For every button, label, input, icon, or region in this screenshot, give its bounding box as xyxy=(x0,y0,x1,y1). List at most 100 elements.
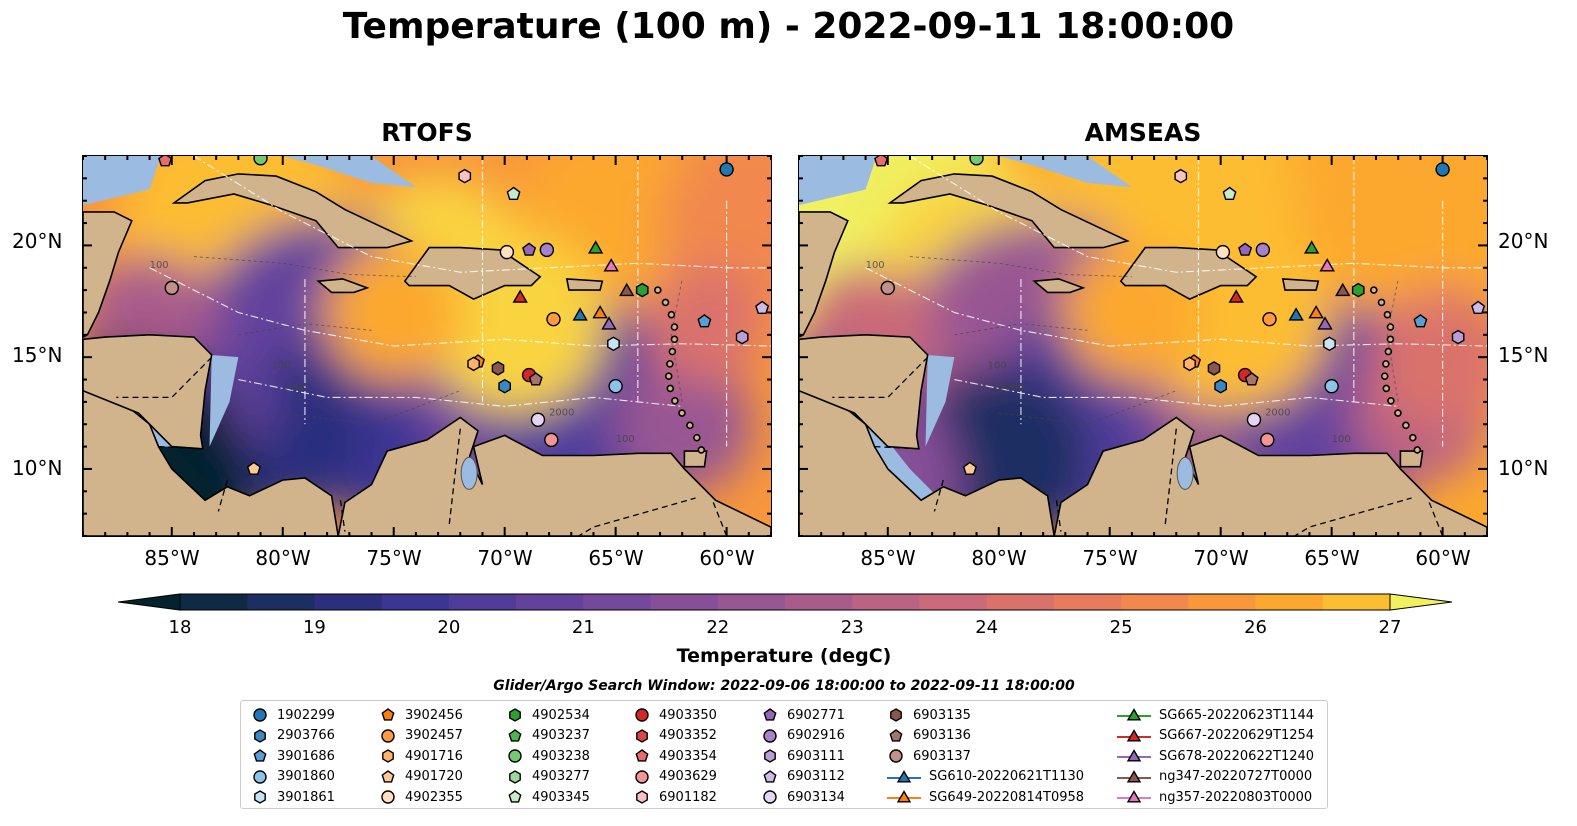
colorbar-tick-label: 21 xyxy=(571,617,595,638)
hexagon-marker-icon xyxy=(636,728,648,743)
legend-item-label: 4903629 xyxy=(659,769,717,785)
obs-marker-6902916 xyxy=(539,242,555,258)
legend-item: ng347-20220727T0000 xyxy=(1117,767,1312,787)
obs-marker-3901860 xyxy=(1324,379,1339,394)
obs-marker-6903137 xyxy=(880,280,895,296)
obs-marker-4902534 xyxy=(635,282,649,298)
legend-item: 4903238 xyxy=(506,746,590,766)
obs-marker-6903112 xyxy=(1471,300,1486,315)
colorbar-cell xyxy=(381,594,450,610)
colorbar-extend-high xyxy=(1389,593,1452,611)
obs-marker-3901686 xyxy=(1413,314,1428,328)
colorbar-tick-label: 26 xyxy=(1244,617,1267,638)
triangle-marker-icon xyxy=(1117,749,1151,762)
legend-item: 3902456 xyxy=(379,705,463,725)
legend-item: 4903352 xyxy=(633,726,717,746)
pentagon-marker-icon xyxy=(508,790,522,803)
obs-marker-sg610-20220621t1130 xyxy=(572,307,588,321)
lon-label-amseas-80w: 80°W xyxy=(971,546,1027,570)
circle-marker-icon xyxy=(889,749,903,763)
legend-item-label: 6902771 xyxy=(787,707,845,723)
legend-item-label: 6903111 xyxy=(787,748,845,764)
legend-item: 2903766 xyxy=(251,726,335,746)
search-window-caption: Glider/Argo Search Window: 2022-09-06 18… xyxy=(493,678,1075,694)
obs-marker-ng347-20220727t0000 xyxy=(619,282,635,297)
map-panel-amseas[interactable]: 100 1000 2000 100 100 xyxy=(798,155,1488,537)
colorbar-cell xyxy=(583,594,652,610)
legend-item: SG649-20220814T0958 xyxy=(887,787,1084,807)
obs-marker-ng347-20220727t0000 xyxy=(1335,282,1351,297)
circle-marker-icon xyxy=(635,708,649,722)
pentagon-marker-icon xyxy=(381,769,395,783)
colorbar-cell xyxy=(448,594,517,610)
obs-marker-6902916 xyxy=(1255,242,1271,258)
colorbar-cell xyxy=(516,594,584,610)
figure-title: Temperature (100 m) - 2022-09-11 18:00:0… xyxy=(342,6,1235,47)
legend-item: 3901860 xyxy=(251,767,335,787)
obs-marker-sg649-20220814t0958 xyxy=(1308,305,1324,319)
obs-marker-4901716 xyxy=(1183,356,1196,372)
legend-item-label: 4901720 xyxy=(405,769,463,785)
circle-marker-icon xyxy=(381,790,395,805)
legend-item-label: 6903112 xyxy=(787,769,845,785)
legend-item: 4903345 xyxy=(506,787,590,807)
pentagon-marker-icon xyxy=(763,769,777,783)
obs-marker-3901860 xyxy=(608,379,623,394)
legend-item-label: 6903136 xyxy=(913,728,971,744)
legend-item-label: 4903345 xyxy=(532,789,590,805)
colorbar-cell xyxy=(1188,594,1257,610)
lat-label-right-20n: 20°N xyxy=(1498,229,1549,253)
obs-marker-sg667-20220629t1254 xyxy=(512,289,528,303)
obs-marker-2903766 xyxy=(498,378,511,394)
legend-item-label: 6903135 xyxy=(913,707,971,723)
circle-marker-icon xyxy=(508,749,522,763)
legend-item: 6903135 xyxy=(887,705,971,725)
triangle-marker-icon xyxy=(1117,728,1151,742)
legend-item: 4901716 xyxy=(379,746,463,766)
legend-item: 4903350 xyxy=(633,705,717,725)
obs-marker-6903135 xyxy=(1207,361,1221,376)
map-panel-rtofs[interactable]: 100 1000 2000 100 100 xyxy=(82,155,772,537)
triangle-marker-icon xyxy=(1117,708,1151,721)
triangle-marker-icon xyxy=(1117,790,1151,803)
pentagon-marker-icon xyxy=(763,708,777,721)
legend-item: 6902916 xyxy=(761,726,845,746)
obs-marker-4903238 xyxy=(253,156,268,166)
obs-marker-1902299 xyxy=(719,162,734,177)
pentagon-marker-icon xyxy=(253,749,267,762)
svg-text:100: 100 xyxy=(272,360,291,371)
legend-item-label: 6902916 xyxy=(787,728,845,744)
legend-item: 3901686 xyxy=(251,746,335,766)
legend-item-label: 4902355 xyxy=(405,789,463,805)
panel-title-rtofs: RTOFS xyxy=(381,118,473,147)
legend-item: 4903237 xyxy=(506,726,590,746)
obs-marker-ng357-20220803t0000 xyxy=(1319,258,1335,272)
lon-label-amseas-65w: 65°W xyxy=(1304,546,1360,570)
legend-item: 6902771 xyxy=(761,705,845,725)
circle-marker-icon xyxy=(635,770,649,784)
circle-marker-icon xyxy=(763,790,777,805)
obs-marker-4903345 xyxy=(1222,186,1237,200)
legend-item: 4902355 xyxy=(379,787,463,807)
lon-label-amseas-70w: 70°W xyxy=(1193,546,1249,570)
hexagon-marker-icon xyxy=(254,790,266,805)
legend-item: 6903112 xyxy=(761,767,845,787)
lat-label-left-20n: 20°N xyxy=(12,229,63,253)
legend-item-label: 3901686 xyxy=(277,748,335,764)
obs-marker-3901861 xyxy=(607,336,620,352)
circle-marker-icon xyxy=(253,708,267,722)
colorbar xyxy=(118,593,1452,611)
svg-text:100: 100 xyxy=(1332,434,1351,445)
colorbar-cell xyxy=(247,594,315,610)
obs-marker-sg678-20220622t1240 xyxy=(1317,316,1333,330)
legend: 1902299 2903766 3901686 3901860 3901861 39024… xyxy=(240,700,1328,809)
obs-marker-6903111 xyxy=(1451,329,1465,345)
legend-item-label: ng357-20220803T0000 xyxy=(1159,789,1313,805)
obs-marker-6903134 xyxy=(1246,412,1262,427)
legend-item-label: 3901860 xyxy=(277,769,335,785)
legend-item-label: ng347-20220727T0000 xyxy=(1159,769,1313,785)
obs-marker-3902457 xyxy=(1262,311,1277,327)
colorbar-cell xyxy=(180,594,248,610)
svg-text:100: 100 xyxy=(866,260,885,271)
obs-marker-4901716 xyxy=(467,356,480,372)
